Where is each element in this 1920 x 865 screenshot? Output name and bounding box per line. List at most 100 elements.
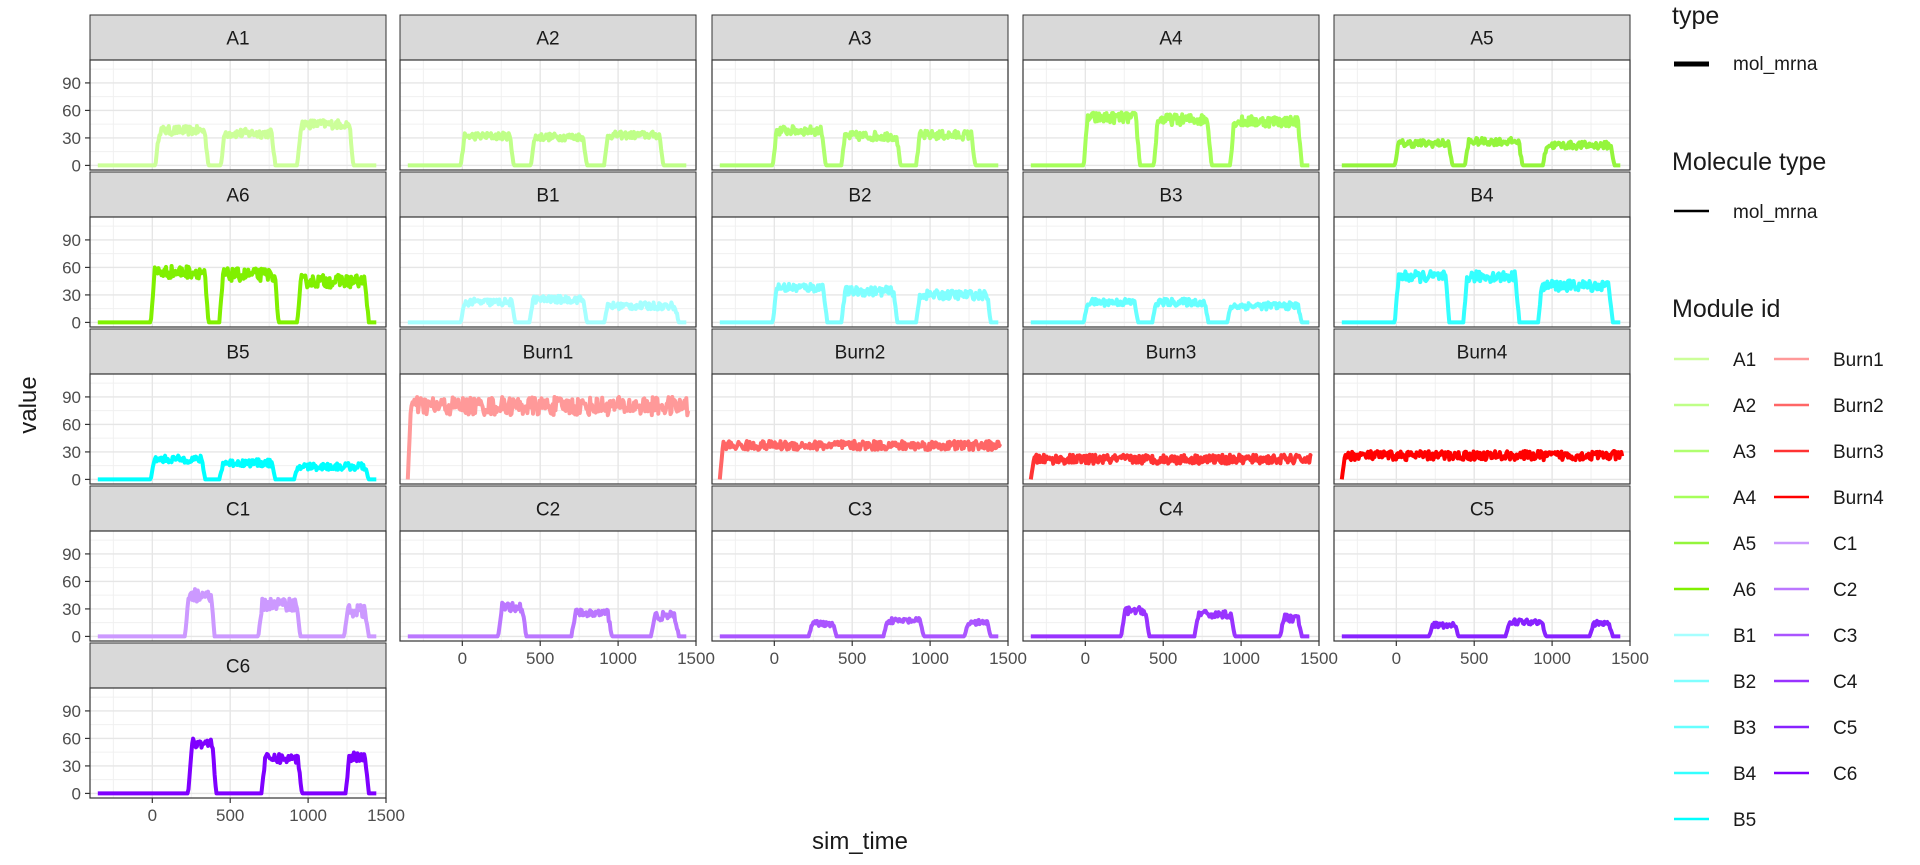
- facet-panel-C5: C5 0 500 1000 1500: [1333, 485, 1649, 668]
- plot-background: [400, 374, 696, 484]
- panel-border: [1022, 373, 1320, 485]
- facet-strip-label: A1: [226, 29, 249, 50]
- facet-panel-B1: B1: [399, 171, 697, 328]
- legend-title-molecule: Molecule type: [1672, 148, 1826, 176]
- facet-strip-label: B4: [1470, 186, 1494, 207]
- legend-label-C5: C5: [1833, 718, 1857, 739]
- y-tick-label: 90: [62, 545, 81, 564]
- legend-label-Burn1: Burn1: [1833, 350, 1884, 371]
- panel-border: [711, 216, 1009, 328]
- x-tick-label: 1500: [989, 649, 1027, 668]
- panel-border: [1022, 530, 1320, 642]
- x-tick-label: 500: [1460, 649, 1488, 668]
- panel-border: [89, 216, 387, 328]
- legend-label-C3: C3: [1833, 626, 1857, 647]
- legend-label-B4: B4: [1733, 764, 1757, 785]
- plot-background: [1023, 374, 1319, 484]
- facet-panel-C2: C2 0 500 1000 1500: [399, 485, 715, 668]
- panel-border: [1333, 59, 1631, 171]
- series-line-B4: [1340, 269, 1622, 325]
- plot-background: [90, 688, 386, 798]
- plot-background: [712, 374, 1008, 484]
- facet-strip-label: C1: [226, 500, 250, 521]
- facet-strip-label: C5: [1470, 500, 1494, 521]
- series-line-C4: [1029, 605, 1311, 639]
- facet-panel-B2: B2: [711, 171, 1009, 328]
- plot-background: [1334, 531, 1630, 641]
- y-tick-label: 30: [62, 600, 81, 619]
- x-tick-label: 500: [1149, 649, 1177, 668]
- facet-strip-label: A2: [536, 29, 559, 50]
- panel-border: [399, 59, 697, 171]
- facet-strip-label: C2: [536, 500, 560, 521]
- y-tick-label: 30: [62, 757, 81, 776]
- facet-strip: [1333, 171, 1631, 218]
- x-tick-label: 0: [1081, 649, 1090, 668]
- y-tick-label: 0: [72, 470, 81, 489]
- series-line-Burn3: [1028, 452, 1313, 480]
- x-tick-label: 1500: [677, 649, 715, 668]
- x-tick-label: 1500: [1611, 649, 1649, 668]
- facet-panel-A2: A2: [399, 14, 697, 171]
- legend-title-type: type: [1672, 2, 1719, 30]
- facet-panel-Burn1: Burn1: [399, 328, 697, 485]
- facet-panel-A4: A4: [1022, 14, 1320, 171]
- y-tick-label: 30: [62, 286, 81, 305]
- facet-panel-C4: C4 0 500 1000 1500: [1022, 485, 1338, 668]
- series-line-B3: [1029, 296, 1311, 325]
- series-line-C3: [718, 616, 1000, 639]
- facet-strip: [1022, 485, 1320, 532]
- series-line-Burn4: [1339, 449, 1625, 480]
- facet-strip-label: B5: [226, 343, 249, 364]
- series-line-C1: [96, 587, 378, 639]
- panel-border: [1333, 530, 1631, 642]
- facet-panel-B5: B5 0 30 60 90: [62, 328, 387, 489]
- series-line-B2: [718, 281, 1000, 325]
- panel-border: [89, 687, 387, 799]
- series-line-C6: [96, 736, 378, 796]
- y-tick-label: 90: [62, 74, 81, 93]
- legend-label-Burn4: Burn4: [1833, 488, 1884, 509]
- facet-strip-label: A4: [1159, 29, 1183, 50]
- legend-label-B3: B3: [1733, 718, 1756, 739]
- facet-panel-Burn2: Burn2: [711, 328, 1009, 485]
- panel-border: [1022, 216, 1320, 328]
- series-line-A3: [718, 124, 1000, 168]
- y-tick-label: 60: [62, 415, 81, 434]
- x-tick-label: 1500: [1300, 649, 1338, 668]
- y-tick-label: 60: [62, 729, 81, 748]
- facet-strip: [1333, 14, 1631, 61]
- plot-background: [90, 531, 386, 641]
- legend-label-A1: A1: [1733, 350, 1756, 371]
- y-tick-label: 0: [72, 627, 81, 646]
- panel-border: [89, 530, 387, 642]
- legend-label-A4: A4: [1733, 488, 1757, 509]
- legend-title-module: Module id: [1672, 295, 1780, 323]
- facet-strip: [1022, 14, 1320, 61]
- legend-label-A3: A3: [1733, 442, 1756, 463]
- series-line-A1: [96, 118, 378, 168]
- facet-strip: [399, 485, 697, 532]
- facet-strip-label: C3: [848, 500, 872, 521]
- plot-background: [90, 60, 386, 170]
- facet-strip: [89, 171, 387, 218]
- legend-label-C2: C2: [1833, 580, 1857, 601]
- y-tick-label: 0: [72, 784, 81, 803]
- facet-strip-label: C6: [226, 657, 250, 678]
- legend-label-A5: A5: [1733, 534, 1756, 555]
- facet-strip: [711, 171, 1009, 218]
- panel-border: [1333, 216, 1631, 328]
- legend-label-C1: C1: [1833, 534, 1857, 555]
- series-line-Burn1: [405, 395, 691, 480]
- y-tick-label: 30: [62, 443, 81, 462]
- x-tick-label: 1000: [1533, 649, 1571, 668]
- series-line-A4: [1029, 110, 1311, 168]
- x-tick-label: 1500: [367, 806, 405, 825]
- legend-label-B2: B2: [1733, 672, 1756, 693]
- facet-panel-A1: A1 0 30 60 90: [62, 14, 387, 175]
- x-tick-label: 500: [838, 649, 866, 668]
- x-tick-label: 0: [770, 649, 779, 668]
- series-line-C2: [406, 600, 688, 639]
- x-tick-label: 1000: [911, 649, 949, 668]
- facet-panel-B3: B3: [1022, 171, 1320, 328]
